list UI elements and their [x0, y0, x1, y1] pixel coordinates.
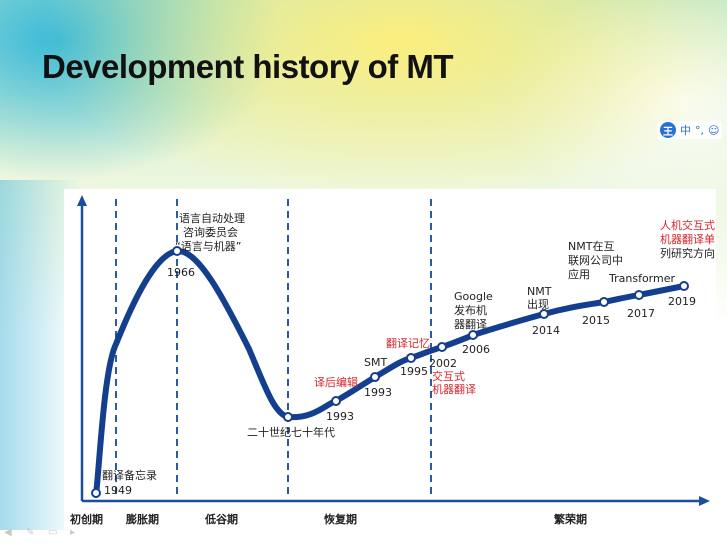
- ime-emoji-icon[interactable]: ☺: [708, 123, 720, 137]
- event-marker: [599, 297, 609, 307]
- event-label: 人机交互式: [660, 218, 715, 232]
- event-label: 发布机: [454, 303, 487, 317]
- event-year: 2015: [582, 314, 610, 327]
- event-year: 2017: [627, 307, 655, 320]
- era-label: 恢复期: [324, 512, 357, 526]
- slide-title: Development history of MT: [42, 48, 454, 85]
- ime-toolbar[interactable]: 王 中 °, ☺: [657, 121, 723, 139]
- event-label: 二十世纪七十年代: [247, 425, 335, 439]
- event-label: 出现: [527, 297, 549, 311]
- event-year: 2002: [429, 357, 457, 370]
- event-label: 应用: [568, 267, 590, 281]
- menu-icon[interactable]: ▸: [70, 527, 76, 538]
- event-label: Transformer: [608, 272, 675, 285]
- event-year: 1993: [364, 386, 392, 399]
- event-marker: [172, 246, 182, 256]
- ime-chinese-mode[interactable]: 中: [680, 124, 691, 137]
- timeline-svg: 翻译备忘录 1949 语言自动处理 咨询委员会 “语言与机器” 1966 二十世…: [70, 195, 715, 526]
- event-label: 机器翻译单: [660, 232, 715, 246]
- event-year: 2006: [462, 343, 490, 356]
- event-marker: [331, 396, 341, 406]
- era-label: 繁荣期: [553, 512, 587, 526]
- era-label: 膨胀期: [125, 512, 159, 526]
- timeline-figure: 翻译备忘录 1949 语言自动处理 咨询委员会 “语言与机器” 1966 二十世…: [64, 189, 716, 529]
- event-marker: [679, 281, 689, 291]
- event-label: 机器翻译: [432, 382, 476, 396]
- event-year: 1949: [104, 484, 132, 497]
- slides-icon[interactable]: ▭: [48, 527, 58, 538]
- event-marker: [370, 372, 380, 382]
- event-label: 翻译记忆: [386, 336, 430, 350]
- event-label: NMT在互: [568, 240, 614, 253]
- event-marker: [539, 309, 549, 319]
- event-label: 交互式: [432, 369, 465, 383]
- era-label: 低谷期: [204, 512, 238, 526]
- event-year: 1993: [326, 410, 354, 423]
- event-label: 联网公司中: [568, 254, 623, 267]
- prev-icon[interactable]: ◀: [4, 527, 12, 538]
- x-axis-arrow-icon: [699, 496, 710, 506]
- event-label: NMT: [527, 285, 552, 298]
- event-year: 1995: [400, 365, 428, 378]
- event-marker: [91, 488, 101, 498]
- event-label: SMT: [364, 356, 387, 369]
- development-curve: [93, 248, 687, 498]
- event-label: 译后编辑: [314, 375, 358, 389]
- event-marker: [406, 353, 416, 363]
- event-marker: [283, 412, 293, 422]
- pen-icon[interactable]: ✎: [26, 527, 35, 538]
- slideshow-toolbar[interactable]: ◀ ✎ ▭ ▸: [4, 528, 82, 538]
- event-marker: [468, 330, 478, 340]
- event-label: Google: [454, 290, 493, 303]
- event-label: 语言自动处理: [179, 212, 245, 225]
- event-year: 2019: [668, 295, 696, 308]
- ime-badge-icon[interactable]: 王: [660, 122, 676, 138]
- event-label: 咨询委员会: [183, 225, 238, 239]
- event-label: “语言与机器”: [175, 239, 241, 253]
- event-year: 1966: [167, 266, 195, 279]
- ime-punctuation-mode[interactable]: °,: [695, 123, 704, 137]
- event-label: 翻译备忘录: [102, 468, 157, 482]
- event-marker: [634, 290, 644, 300]
- y-axis-arrow-icon: [77, 195, 87, 206]
- event-label: 器翻译: [454, 317, 487, 331]
- event-label: 列研究方向: [660, 246, 715, 260]
- event-year: 2014: [532, 324, 560, 337]
- event-marker: [437, 342, 447, 352]
- era-label: 初创期: [70, 512, 103, 526]
